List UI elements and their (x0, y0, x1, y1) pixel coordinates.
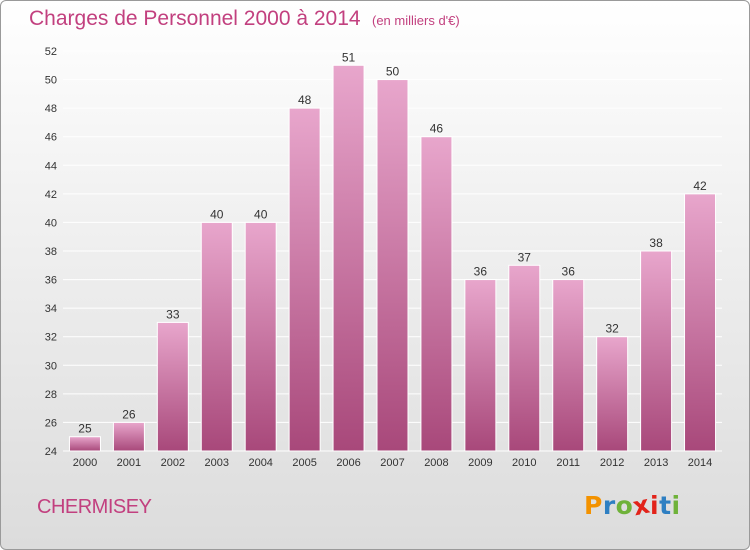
proxiti-logo: Proxiti (584, 490, 681, 522)
value-label-2004: 40 (254, 207, 268, 221)
logo-letter: t (659, 491, 672, 520)
x-axis: 2000 2001 2002 2003 2004 2005 2006 2007 2008 2009… (73, 457, 713, 469)
y-tick-label: 32 (45, 332, 57, 344)
value-label-2014: 42 (693, 179, 707, 193)
x-tick-label: 2002 (161, 457, 185, 469)
x-tick-label: 2004 (248, 457, 272, 469)
logo-letter: i (650, 491, 660, 520)
x-tick-label: 2000 (73, 457, 97, 469)
bar-2010 (508, 264, 541, 452)
bar-2013 (640, 250, 673, 452)
bar-2002 (156, 321, 189, 452)
y-tick-label: 28 (45, 389, 57, 401)
value-label-2007: 50 (386, 65, 400, 79)
y-tick-label: 24 (45, 446, 57, 458)
x-tick-label: 2005 (292, 457, 316, 469)
y-tick-label: 34 (45, 303, 57, 315)
bar-2003 (200, 221, 233, 452)
bar-2006 (332, 64, 365, 452)
value-label-2010: 37 (518, 250, 532, 264)
value-labels: 25 26 33 40 40 48 51 50 46 36 37 36 32 38 42 (78, 50, 707, 435)
value-label-2001: 26 (122, 407, 136, 421)
logo-letter: P (584, 491, 603, 520)
x-tick-label: 2007 (380, 457, 404, 469)
y-tick-label: 36 (45, 275, 57, 287)
value-label-2006: 51 (342, 50, 356, 64)
value-label-2009: 36 (474, 265, 488, 279)
bar-2005 (288, 107, 321, 452)
bar-2008 (420, 136, 453, 452)
x-tick-label: 2012 (600, 457, 624, 469)
x-tick-label: 2003 (205, 457, 229, 469)
commune-name: CHERMISEY (37, 496, 152, 518)
y-tick-label: 50 (45, 75, 57, 87)
x-tick-label: 2014 (688, 457, 712, 469)
bar-2001 (112, 421, 145, 452)
x-tick-label: 2008 (424, 457, 448, 469)
y-tick-label: 30 (45, 360, 57, 372)
bar-2000 (68, 436, 101, 452)
x-tick-label: 2013 (644, 457, 668, 469)
y-tick-label: 48 (45, 103, 57, 115)
bar-2012 (596, 336, 629, 452)
y-tick-label: 26 (45, 417, 57, 429)
chart-title: Charges de Personnel 2000 à 2014 (29, 7, 361, 30)
logo-letter: i (671, 491, 681, 520)
bar-2011 (552, 279, 585, 452)
value-label-2003: 40 (210, 207, 224, 221)
value-label-2012: 32 (605, 322, 619, 336)
x-tick-label: 2006 (336, 457, 360, 469)
y-tick-label: 40 (45, 217, 57, 229)
value-label-2000: 25 (78, 422, 92, 436)
bars (68, 64, 717, 452)
value-label-2011: 36 (562, 265, 576, 279)
logo-letter: o (615, 491, 634, 520)
value-label-2005: 48 (298, 93, 312, 107)
bar-2014 (684, 193, 717, 452)
bar-2004 (244, 221, 277, 452)
y-tick-label: 52 (45, 46, 57, 58)
x-tick-label: 2010 (512, 457, 536, 469)
x-tick-label: 2001 (117, 457, 141, 469)
x-tick-label: 2011 (556, 457, 580, 469)
value-label-2013: 38 (649, 236, 663, 250)
bar-2007 (376, 79, 409, 452)
y-tick-label: 44 (45, 160, 57, 172)
y-tick-label: 46 (45, 132, 57, 144)
value-label-2002: 33 (166, 307, 180, 321)
bar-2009 (464, 279, 497, 452)
y-tick-label: 38 (45, 246, 57, 258)
y-axis: 24 26 28 30 32 34 36 38 40 42 44 46 48 50 52 (45, 46, 57, 458)
logo-letter: r (602, 491, 616, 520)
y-tick-label: 42 (45, 189, 57, 201)
chart-subtitle: (en milliers d'€) (372, 13, 460, 28)
x-tick-label: 2009 (468, 457, 492, 469)
value-label-2008: 46 (430, 122, 444, 136)
